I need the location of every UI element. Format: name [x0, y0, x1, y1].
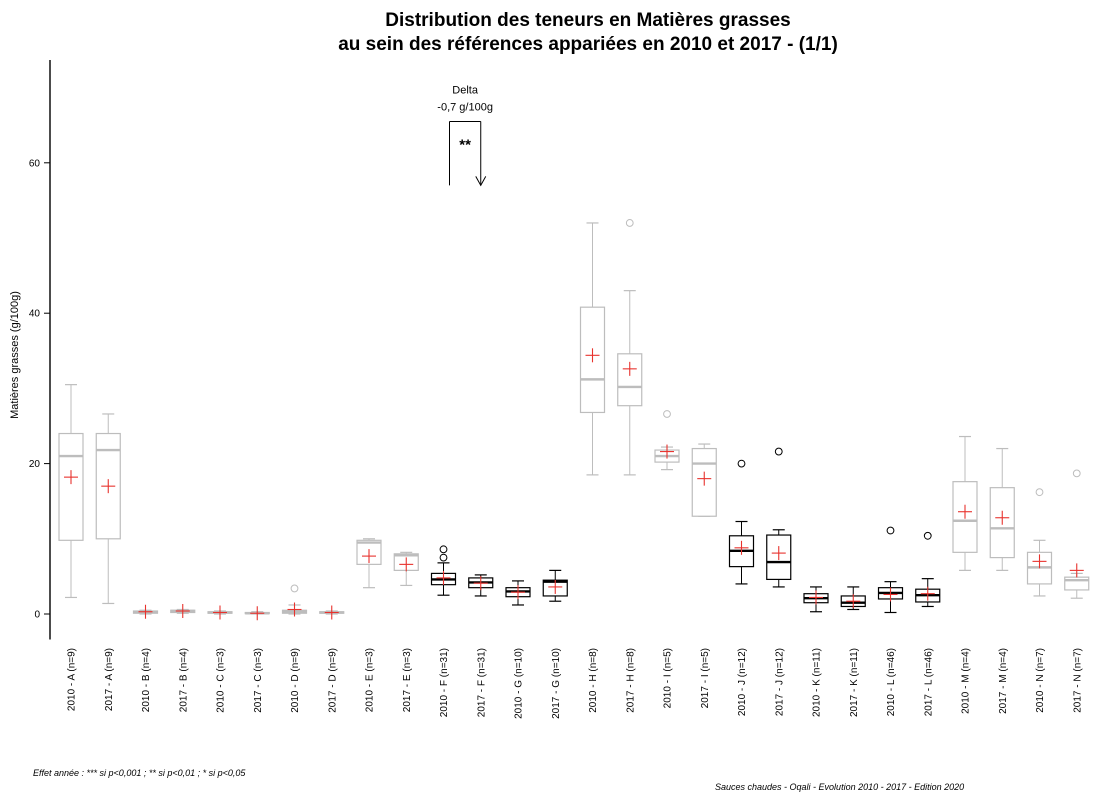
- box-iqr: [58, 432, 84, 541]
- category-label-19: 2017 - J (n=12): [774, 648, 785, 716]
- category-label-22: 2010 - L (n=46): [886, 648, 897, 716]
- category-label-11: 2017 - F (n=31): [476, 648, 487, 717]
- significance-stars: **: [459, 136, 471, 153]
- arrow-head: [475, 176, 487, 187]
- box-0: [58, 384, 84, 599]
- category-labels: 2010 - A (n=9) 2017 - A (n=9) 2010 - B (n=…: [67, 648, 1084, 719]
- box-19: [766, 447, 792, 588]
- outlier-point: [1035, 488, 1044, 497]
- y-tick-label-40: 40: [29, 309, 41, 320]
- box-6: [281, 584, 308, 617]
- category-label-14: 2010 - H (n=8): [588, 648, 599, 713]
- category-label-0: 2010 - A (n=9): [67, 648, 78, 711]
- y-axis: 0 20 40 60: [29, 60, 51, 640]
- outlier-point: [663, 410, 671, 418]
- category-label-10: 2010 - F (n=31): [439, 648, 450, 717]
- category-label-6: 2010 - D (n=9): [290, 648, 301, 713]
- outlier-point: [439, 553, 448, 562]
- outlier-point: [1072, 469, 1081, 478]
- y-tick-label-60: 60: [29, 158, 41, 169]
- box-26: [1026, 488, 1053, 597]
- box-21: [840, 586, 866, 611]
- category-label-4: 2010 - C (n=3): [216, 648, 227, 713]
- outlier-point: [290, 584, 299, 593]
- box-15: [617, 219, 643, 476]
- delta-annotations: Delta -0,7 g/100g **: [437, 84, 493, 187]
- category-label-8: 2010 - E (n=3): [365, 648, 376, 712]
- category-label-17: 2017 - I (n=5): [700, 648, 711, 708]
- box-9: [393, 551, 419, 587]
- category-label-3: 2017 - B (n=4): [178, 648, 189, 712]
- outlier-point: [923, 531, 932, 540]
- box-13: [542, 569, 568, 602]
- category-label-20: 2010 - K (n=11): [812, 648, 823, 717]
- category-label-16: 2010 - I (n=5): [663, 648, 674, 708]
- delta-label: Delta: [452, 84, 479, 96]
- category-label-26: 2010 - N (n=7): [1035, 648, 1046, 713]
- y-axis-label: Matières grasses (g/100g): [9, 291, 21, 419]
- box-18: [728, 459, 755, 585]
- outlier-point: [886, 526, 895, 535]
- box-iqr: [579, 306, 606, 414]
- chart-title-line-2: au sein des références appariées en 2010…: [338, 34, 838, 55]
- y-tick-label-0: 0: [34, 610, 40, 621]
- box-20: [803, 586, 829, 613]
- category-label-5: 2017 - C (n=3): [253, 648, 264, 713]
- category-label-15: 2017 - H (n=8): [625, 648, 636, 713]
- box-7: [319, 605, 345, 620]
- outlier-point: [737, 459, 746, 468]
- category-label-13: 2017 - G (n=10): [551, 648, 562, 719]
- box-25: [989, 447, 1015, 571]
- box-series: [58, 219, 1090, 621]
- significance-legend: Effet année : *** si p<0,001 ; ** si p<0…: [33, 768, 246, 778]
- box-17: [691, 443, 717, 517]
- box-27: [1064, 469, 1090, 599]
- category-label-23: 2017 - L (n=46): [923, 648, 934, 716]
- box-iqr: [617, 353, 643, 407]
- outlier-point: [625, 219, 634, 227]
- box-12: [505, 580, 531, 606]
- category-label-1: 2017 - A (n=9): [104, 648, 115, 711]
- y-tick-label-20: 20: [29, 459, 41, 470]
- box-16: [654, 410, 680, 471]
- category-label-9: 2017 - E (n=3): [402, 648, 413, 712]
- box-4: [207, 605, 233, 620]
- outlier-point: [439, 545, 448, 554]
- box-2: [132, 604, 159, 619]
- box-10: [430, 545, 457, 596]
- category-label-21: 2017 - K (n=11): [849, 648, 860, 717]
- category-label-24: 2010 - M (n=4): [961, 648, 972, 714]
- outlier-point: [774, 447, 783, 456]
- box-24: [952, 435, 978, 571]
- source-note: Sauces chaudes - Oqali - Evolution 2010 …: [715, 782, 965, 792]
- box-1: [95, 413, 121, 605]
- box-8: [356, 538, 382, 589]
- box-22: [877, 526, 904, 614]
- category-label-2: 2010 - B (n=4): [141, 648, 152, 712]
- box-14: [579, 222, 606, 476]
- box-3: [170, 603, 196, 618]
- category-label-25: 2017 - M (n=4): [998, 648, 1009, 714]
- box-11: [468, 574, 494, 597]
- box-5: [244, 606, 270, 621]
- delta-annotation-F: Delta -0,7 g/100g **: [437, 84, 493, 187]
- chart-title-line-1: Distribution des teneurs en Matières gra…: [385, 10, 790, 31]
- category-label-27: 2017 - N (n=7): [1072, 648, 1083, 713]
- delta-value: -0,7 g/100g: [437, 101, 493, 113]
- category-label-12: 2010 - G (n=10): [514, 648, 525, 719]
- category-label-7: 2017 - D (n=9): [327, 648, 338, 713]
- box-23: [915, 531, 941, 608]
- category-label-18: 2010 - J (n=12): [737, 648, 748, 716]
